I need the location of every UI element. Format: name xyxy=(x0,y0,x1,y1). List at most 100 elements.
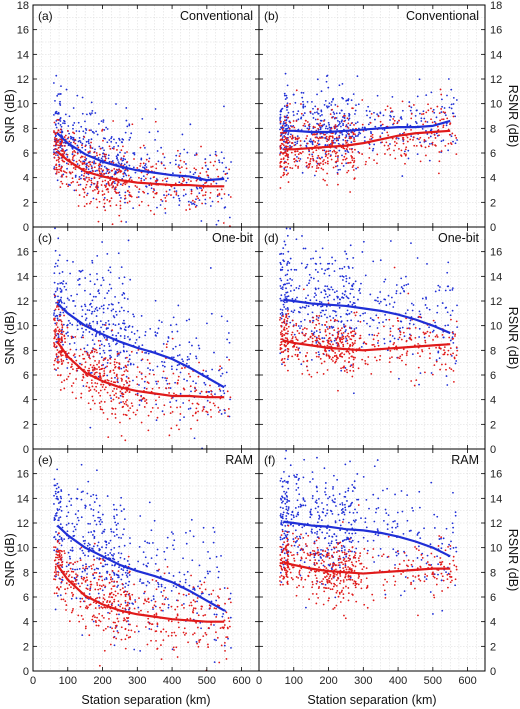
scatter-point xyxy=(118,162,121,165)
scatter-point xyxy=(76,497,79,500)
scatter-point xyxy=(334,361,336,364)
scatter-point xyxy=(291,355,294,358)
scatter-point xyxy=(328,332,331,335)
scatter-point xyxy=(344,330,347,333)
scatter-point xyxy=(452,115,455,118)
scatter-point xyxy=(377,316,380,319)
scatter-point xyxy=(90,101,93,104)
scatter-point xyxy=(384,298,387,301)
scatter-point xyxy=(207,413,209,416)
scatter-point xyxy=(119,207,122,210)
scatter-point xyxy=(284,137,287,140)
scatter-point xyxy=(81,163,84,166)
scatter-point xyxy=(125,366,128,369)
scatter-point xyxy=(392,325,394,327)
scatter-point xyxy=(223,587,226,589)
scatter-point xyxy=(313,327,316,329)
scatter-point xyxy=(444,289,447,292)
scatter-point xyxy=(100,326,102,329)
scatter-point xyxy=(84,145,87,148)
scatter-point xyxy=(290,284,293,287)
scatter-point xyxy=(397,338,400,341)
scatter-point xyxy=(60,85,62,87)
scatter-point xyxy=(326,156,329,159)
scatter-point xyxy=(66,367,69,369)
scatter-point xyxy=(327,354,330,357)
scatter-point xyxy=(448,133,451,136)
scatter-point xyxy=(198,192,201,195)
scatter-point xyxy=(156,206,158,209)
scatter-point xyxy=(80,392,83,395)
scatter-point xyxy=(193,203,196,206)
scatter-point xyxy=(326,328,329,330)
scatter-point xyxy=(205,370,207,373)
scatter-point xyxy=(320,315,323,318)
scatter-point xyxy=(53,140,56,143)
scatter-point xyxy=(280,263,282,266)
scatter-point xyxy=(308,149,310,152)
scatter-point xyxy=(90,508,93,510)
scatter-point xyxy=(91,339,94,342)
scatter-point xyxy=(184,366,186,369)
scatter-point xyxy=(93,160,96,162)
scatter-point xyxy=(320,119,323,122)
scatter-point xyxy=(398,147,400,150)
scatter-point xyxy=(287,116,290,119)
scatter-point xyxy=(100,400,103,403)
scatter-point xyxy=(329,343,332,346)
scatter-point xyxy=(97,592,100,595)
scatter-point xyxy=(352,356,355,359)
scatter-point xyxy=(75,189,78,192)
scatter-point xyxy=(128,164,131,167)
scatter-point xyxy=(383,280,386,283)
scatter-point xyxy=(95,198,98,201)
scatter-point xyxy=(216,566,219,569)
scatter-point xyxy=(54,608,57,611)
scatter-point xyxy=(179,159,182,162)
scatter-point xyxy=(445,124,448,127)
scatter-point xyxy=(204,198,207,201)
scatter-point xyxy=(446,117,449,120)
scatter-point xyxy=(296,330,299,332)
scatter-point xyxy=(94,335,97,338)
scatter-point xyxy=(323,360,326,363)
scatter-point xyxy=(285,145,288,148)
scatter-point xyxy=(171,648,174,651)
scatter-point xyxy=(98,169,100,171)
scatter-point xyxy=(129,194,131,197)
scatter-point xyxy=(302,91,305,94)
scatter-point xyxy=(126,169,129,172)
scatter-point xyxy=(284,72,287,75)
scatter-point xyxy=(58,102,61,105)
scatter-point xyxy=(70,294,73,297)
scatter-point xyxy=(344,152,347,155)
trend-line-red xyxy=(56,341,225,399)
scatter-point xyxy=(65,515,68,518)
scatter-point xyxy=(297,110,300,113)
scatter-point xyxy=(86,309,89,311)
scatter-point xyxy=(67,334,69,337)
scatter-point xyxy=(280,330,283,332)
scatter-point xyxy=(63,151,66,153)
scatter-point xyxy=(55,345,58,348)
scatter-point xyxy=(94,148,96,151)
scatter-point xyxy=(92,320,95,323)
scatter-point xyxy=(285,324,287,326)
scatter-point xyxy=(135,376,138,378)
scatter-point xyxy=(371,344,374,346)
scatter-point xyxy=(57,158,60,161)
scatter-point xyxy=(109,271,112,274)
scatter-point xyxy=(333,137,336,140)
scatter-point xyxy=(199,580,202,583)
scatter-point xyxy=(156,625,159,628)
scatter-point xyxy=(87,151,90,153)
scatter-point xyxy=(53,343,56,346)
scatter-point xyxy=(410,106,413,109)
scatter-point xyxy=(370,138,373,140)
scatter-point xyxy=(148,362,151,365)
scatter-point xyxy=(221,372,224,375)
scatter-point xyxy=(77,279,79,282)
scatter-point xyxy=(204,161,207,164)
scatter-point xyxy=(196,600,198,603)
scatter-point xyxy=(164,598,166,601)
